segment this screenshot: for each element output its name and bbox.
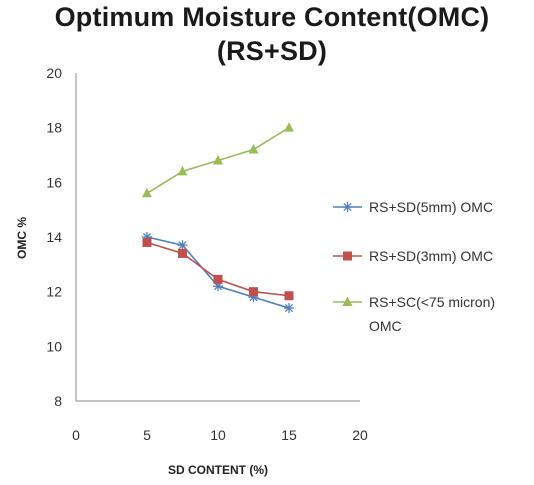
- legend-marker: [342, 202, 353, 212]
- series-2: [142, 237, 294, 301]
- data-point: [248, 144, 259, 154]
- series-line: [146, 236, 290, 309]
- data-point: [213, 274, 223, 284]
- legend: RS+SD(5mm) OMC RS+SD(3mm) OMC RS+SC(<75 mi…: [333, 199, 495, 334]
- x-tick-label: 15: [281, 427, 297, 443]
- legend-label: RS+SC(<75 micron): [369, 294, 495, 310]
- series-1: [142, 232, 294, 314]
- x-axis-label: SD CONTENT (%): [168, 463, 268, 477]
- legend-marker: [342, 296, 353, 306]
- legend-entry-3: RS+SC(<75 micron) OMC: [333, 294, 495, 334]
- data-point: [213, 154, 223, 165]
- data-point: [249, 287, 258, 297]
- data-point: [142, 187, 152, 198]
- x-tick-label: 20: [352, 427, 368, 443]
- y-tick-label: 8: [54, 393, 62, 409]
- data-point: [178, 248, 187, 258]
- x-tick-labels: 0 5 10 15 20: [72, 427, 368, 443]
- chart-title-line-1: Optimum Moisture Content(OMC): [54, 2, 490, 32]
- legend-marker: [343, 251, 352, 261]
- legend-label: RS+SD(3mm) OMC: [369, 248, 493, 264]
- legend-entry-1: RS+SD(5mm) OMC: [333, 199, 493, 215]
- data-point: [284, 122, 294, 132]
- y-tick-label: 16: [46, 174, 62, 190]
- data-point: [142, 237, 152, 247]
- y-tick-labels: 8 10 12 14 16 18 20: [46, 65, 62, 409]
- y-tick-label: 10: [46, 338, 62, 354]
- data-point: [284, 291, 294, 301]
- y-tick-label: 18: [46, 120, 62, 136]
- x-tick-label: 5: [143, 427, 151, 443]
- axes: [75, 73, 360, 402]
- series-layer: [142, 122, 294, 314]
- data-point: [284, 303, 294, 314]
- y-tick-label: 14: [46, 229, 62, 245]
- legend-entry-2: RS+SD(3mm) OMC: [333, 248, 493, 264]
- y-tick-label: 12: [46, 284, 62, 300]
- legend-label: OMC: [369, 318, 402, 334]
- x-tick-label: 0: [72, 427, 80, 443]
- chart-title-line-2: (RS+SD): [216, 36, 328, 66]
- series-3: [142, 122, 294, 198]
- y-tick-label: 20: [46, 65, 62, 81]
- data-point: [177, 165, 188, 176]
- data-point: [177, 240, 188, 251]
- y-axis-label: OMC %: [15, 217, 29, 259]
- x-tick-label: 10: [210, 427, 226, 443]
- legend-label: RS+SD(5mm) OMC: [369, 199, 493, 215]
